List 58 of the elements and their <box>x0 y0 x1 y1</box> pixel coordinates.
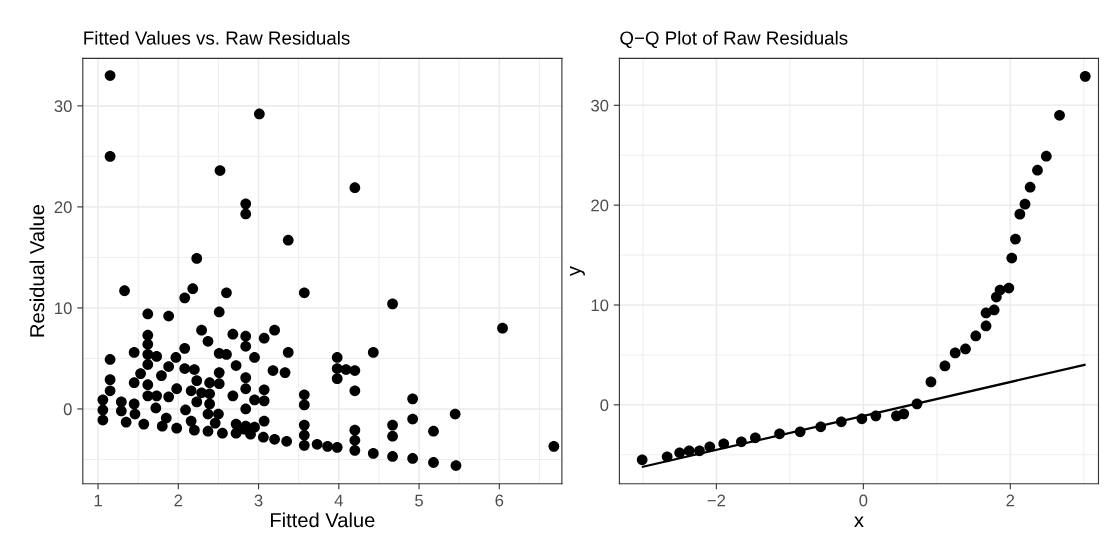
y-tick-label: 30 <box>54 100 72 113</box>
point <box>949 347 961 359</box>
point <box>835 416 847 428</box>
x-tick-label: 0 <box>859 494 868 507</box>
point <box>970 330 982 342</box>
x-tick-label: 4 <box>334 494 343 507</box>
x-axis-title: Fitted Value <box>271 512 375 528</box>
point <box>925 376 937 388</box>
y-axis-title: Residual Value <box>29 204 45 337</box>
y-tick-label: 10 <box>55 302 72 315</box>
point <box>774 428 785 440</box>
point <box>794 426 806 438</box>
point <box>661 451 673 463</box>
point <box>988 304 1000 316</box>
point <box>1024 181 1036 193</box>
x-tick-label: 1 <box>94 494 102 507</box>
chart-title: Fitted Values vs. Raw Residuals <box>84 30 350 45</box>
y-tick-label: 10 <box>591 299 609 312</box>
point <box>674 447 686 459</box>
point <box>898 408 910 420</box>
point <box>683 445 695 457</box>
point <box>815 421 827 433</box>
x-tick-label: 6 <box>495 494 504 507</box>
point <box>1010 233 1021 245</box>
x-tick-label: 2 <box>1006 494 1015 507</box>
y-tick-label: 0 <box>63 403 72 416</box>
point <box>870 410 882 422</box>
y-axis-title: y <box>570 266 585 277</box>
point <box>856 413 868 425</box>
point <box>1003 282 1015 294</box>
y-tick-label: 20 <box>54 201 72 214</box>
x-tick-label: 5 <box>415 494 423 507</box>
chart-title: Q−Q Plot of Raw Residuals <box>620 30 848 49</box>
point <box>1040 150 1052 162</box>
point <box>1079 70 1091 82</box>
point <box>694 445 705 457</box>
point <box>939 360 951 372</box>
point <box>1019 198 1031 210</box>
y-tick-label: 30 <box>591 99 609 112</box>
point <box>636 454 648 466</box>
x-axis-title: x <box>854 516 864 528</box>
y-tick-label: 20 <box>591 199 609 212</box>
point <box>735 436 747 448</box>
point <box>1032 164 1043 176</box>
x-tick-label: 3 <box>254 494 263 507</box>
x-tick-label: −2 <box>707 494 726 507</box>
point <box>1014 208 1026 220</box>
y-tick-label: 0 <box>600 399 609 412</box>
point <box>749 432 761 444</box>
point <box>718 438 730 450</box>
point <box>994 284 1006 296</box>
point <box>1054 109 1065 121</box>
point <box>960 343 971 355</box>
point <box>1006 252 1018 264</box>
x-tick-label: 2 <box>174 494 183 507</box>
point <box>980 320 992 332</box>
point <box>911 398 923 410</box>
point <box>704 441 716 453</box>
